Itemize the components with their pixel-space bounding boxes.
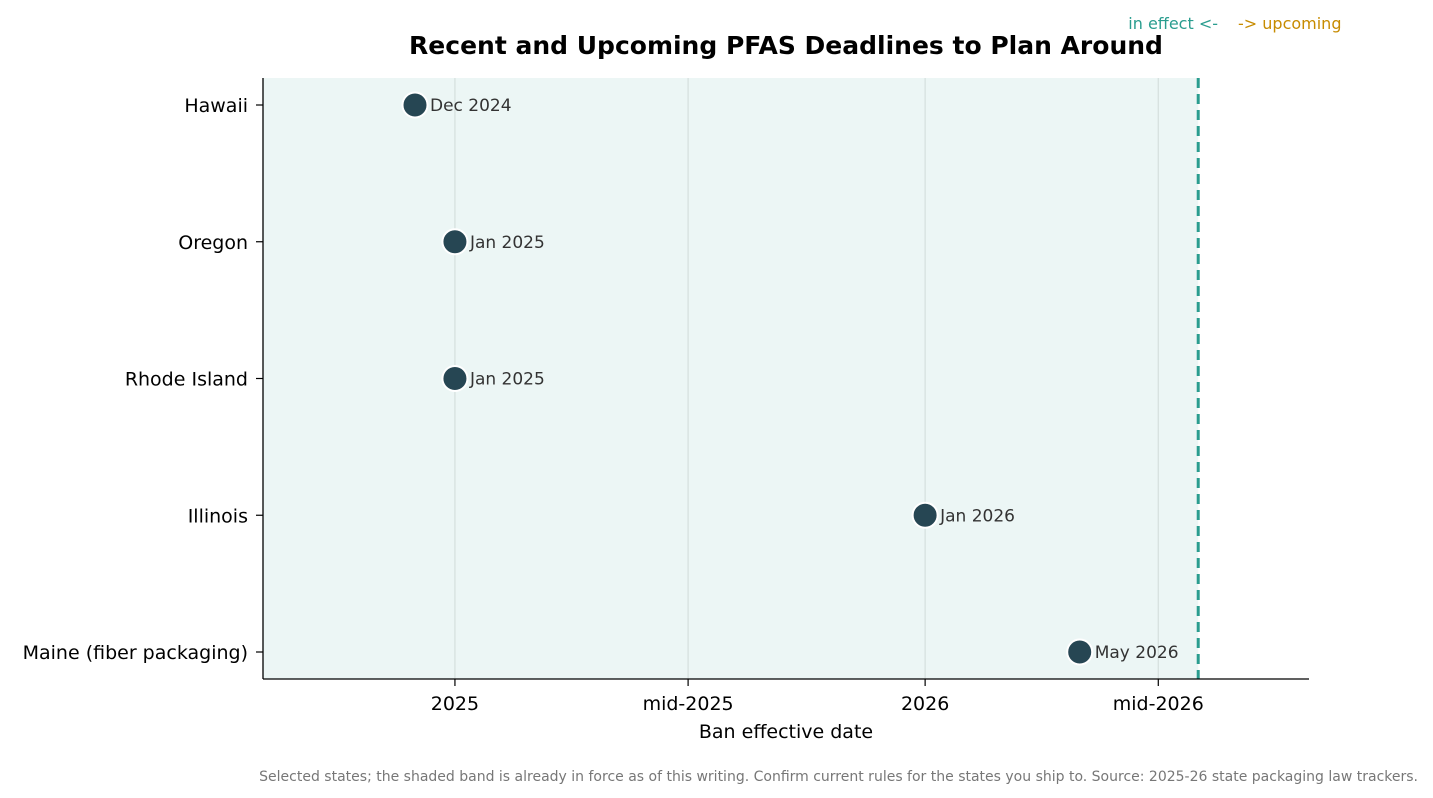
deadline-point-label: Jan 2025 <box>469 370 545 390</box>
deadline-point-label: Dec 2024 <box>430 96 512 116</box>
x-ticks: 2025 mid-2025 2026 mid-2026 <box>431 679 1204 715</box>
deadline-point <box>1066 638 1094 666</box>
y-tick-label: Hawaii <box>184 95 248 117</box>
in-effect-band-layer <box>263 78 1199 679</box>
y-tick-label: Oregon <box>178 232 248 254</box>
x-axis-label: Ban effective date <box>699 721 873 743</box>
x-tick-label: 2026 <box>901 693 949 715</box>
x-tick-label: 2025 <box>431 693 479 715</box>
y-tick-label: Rhode Island <box>125 369 248 391</box>
deadline-point <box>401 91 429 119</box>
footnote: Selected states; the shaded band is alre… <box>259 769 1418 785</box>
y-tick-label: Maine (fiber packaging) <box>23 642 248 664</box>
x-tick-label: mid-2026 <box>1113 693 1204 715</box>
deadline-point-label: Jan 2025 <box>469 233 545 253</box>
deadline-point <box>911 501 939 529</box>
deadline-point-label: Jan 2026 <box>939 506 1015 526</box>
data-points: Dec 2024 Jan 2025 Jan 2025 Jan 2026 May 2026 <box>401 91 1179 666</box>
in-effect-band <box>263 78 1199 679</box>
deadline-point <box>441 228 469 256</box>
y-ticks: Hawaii Oregon Rhode Island Illinois Maine (f… <box>23 95 263 664</box>
deadline-point <box>441 365 469 392</box>
upcoming-annotation: -> upcoming <box>1238 14 1341 33</box>
in-effect-annotation: in effect <- <box>1128 14 1218 33</box>
x-tick-label: mid-2025 <box>643 693 734 715</box>
y-tick-label: Illinois <box>188 505 248 527</box>
deadline-point-label: May 2026 <box>1095 643 1179 663</box>
chart-title: Recent and Upcoming PFAS Deadlines to Pl… <box>409 31 1163 60</box>
